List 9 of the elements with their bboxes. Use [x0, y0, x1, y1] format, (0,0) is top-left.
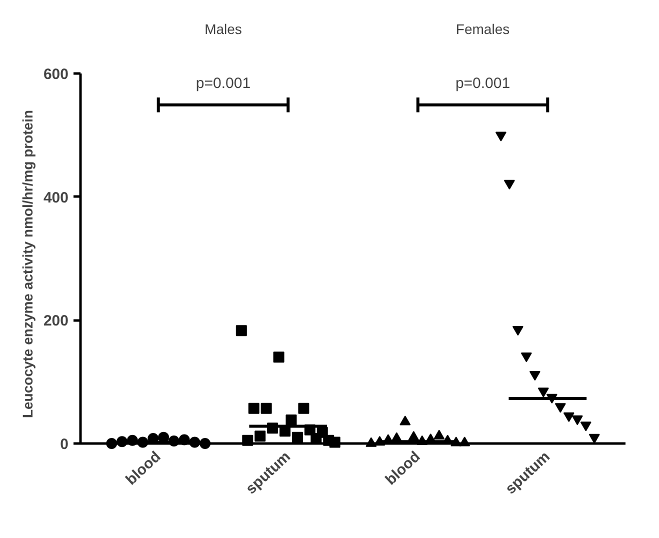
annotation: p=0.001: [196, 74, 251, 92]
y-tick-label: 0: [60, 436, 68, 453]
text: Males: [204, 21, 242, 38]
y-tick-label: 400: [43, 189, 69, 206]
text: Females: [456, 21, 510, 38]
y-tick-label: 600: [43, 66, 69, 83]
y-tick-label: 200: [43, 312, 69, 330]
annotation: p=0.001: [455, 74, 510, 92]
y-axis-title: Leucocyte enzyme activity nmol/hr/mg protein: [19, 110, 36, 418]
